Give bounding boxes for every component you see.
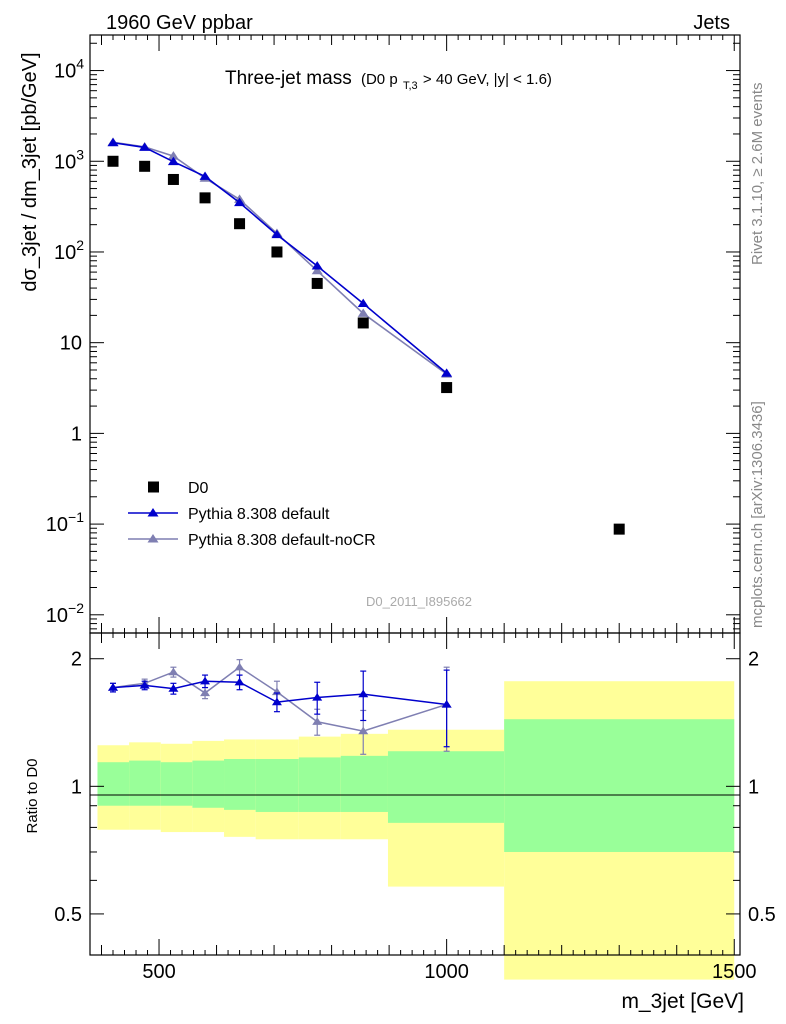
ratio-point-default (139, 680, 150, 689)
y-tick-label: 1 (71, 423, 82, 445)
ratio-point-nocr (168, 667, 179, 676)
series-point-default (199, 171, 211, 180)
header-energy-label: 1960 GeV ppbar (106, 12, 253, 34)
ratio-band-inner (255, 759, 299, 812)
ratio-tick-label-left: 2 (71, 649, 82, 671)
series-point-default (167, 156, 179, 166)
ratio-band-inner (298, 757, 341, 812)
series-point-data (234, 218, 246, 230)
ratio-band-inner (340, 755, 388, 812)
ratio-y-axis: 0.5 0.5 1 1 2 2 (54, 649, 776, 926)
plot-title-subscript: T,3 (403, 80, 418, 92)
header-category-label: Jets (693, 12, 730, 34)
ratio-bands (97, 681, 735, 980)
series-point-data (271, 246, 283, 258)
ratio-tick-label-left: 0.5 (54, 904, 82, 926)
x-axis-label: m_3jet [GeV] (621, 990, 744, 1013)
y-axis-label-ratio: Ratio to D0 (24, 758, 41, 833)
legend-label-default: Pythia 8.308 default (188, 506, 330, 523)
series-point-default (357, 298, 369, 308)
legend: D0 Pythia 8.308 default Pythia 8.308 defau… (128, 480, 376, 549)
ratio-tick-label-right: 2 (748, 649, 759, 671)
series-line-nocr (112, 141, 448, 375)
series-point-default (107, 137, 119, 147)
ratio-point-default (271, 697, 282, 706)
plot-title-cut-rest: > 40 GeV, |y| < 1.6) (423, 71, 552, 88)
series-point-data (311, 277, 323, 289)
ratio-tick-label-right: 0.5 (748, 904, 776, 926)
series-point-data (441, 382, 453, 394)
series-point-default (271, 229, 283, 239)
ratio-point-nocr (200, 688, 211, 697)
ratio-band-inner (160, 762, 193, 806)
ratio-point-nocr (234, 662, 245, 671)
ratio-band-inner (504, 719, 735, 852)
legend-label-nocr: Pythia 8.308 default-noCR (188, 532, 376, 549)
ratio-point-default (108, 683, 119, 691)
series-point-data (613, 523, 625, 535)
x-tick-label: 500 (142, 961, 175, 983)
mcplots-credit-label: mcplots.cern.ch [arXiv:1306.3436] (749, 401, 766, 628)
legend-marker-default (147, 508, 159, 517)
legend-label-data: D0 (188, 480, 209, 497)
ratio-point-nocr (358, 726, 369, 735)
plot-title-main: Three-jet mass (225, 68, 352, 89)
ratio-point-nocr (312, 717, 323, 725)
x-tick-label: 1000 (424, 961, 469, 983)
series-point-nocr (357, 308, 369, 317)
y-tick-label: 10−2 (46, 600, 84, 627)
ratio-point-default (358, 689, 369, 698)
series-point-default (234, 197, 246, 207)
series-point-data (167, 173, 179, 185)
ratio-point-default (441, 699, 452, 708)
plot-title: Three-jet mass (D0 p T,3 > 40 GeV, |y| <… (225, 68, 552, 94)
y-tick-label: 10−1 (46, 509, 84, 536)
ratio-tick-label-right: 1 (748, 776, 759, 798)
ratio-series-layer (108, 659, 452, 755)
x-tick-label: 1500 (712, 961, 757, 983)
ratio-point-default (312, 693, 323, 701)
series-point-default (441, 368, 453, 377)
series-point-nocr (167, 151, 179, 160)
y-axis-label-top: dσ_3jet / dm_3jet [pb/GeV] (19, 52, 41, 291)
legend-marker-nocr (147, 534, 159, 543)
y-tick-label: 104 (54, 56, 84, 83)
series-point-data (107, 155, 119, 167)
y-tick-label: 103 (54, 146, 84, 173)
ratio-band-inner (129, 760, 161, 806)
ratio-band-inner (192, 760, 225, 808)
ratio-tick-label-left: 1 (71, 776, 82, 798)
ratio-band-inner (387, 751, 505, 823)
series-point-default (139, 142, 151, 151)
ratio-band-inner (97, 762, 130, 806)
series-point-data (357, 317, 369, 329)
ratio-panel-frame (89, 632, 741, 956)
plot-title-cut: (D0 p (361, 71, 398, 88)
series-point-default (311, 261, 323, 270)
x-axis: 500 1000 1500 (101, 35, 757, 983)
ratio-line-nocr (112, 666, 447, 732)
top-series-layer (107, 137, 625, 535)
ratio-band-inner (224, 759, 256, 810)
ratio-point-default (200, 676, 211, 685)
series-point-data (139, 160, 151, 172)
analysis-watermark: D0_2011_I895662 (366, 594, 472, 609)
ratio-point-default (234, 677, 245, 686)
series-point-nocr (311, 265, 323, 275)
ratio-point-default (168, 684, 179, 692)
y-tick-label: 102 (54, 237, 84, 264)
series-point-data (199, 192, 211, 204)
rivet-version-label: Rivet 3.1.10, ≥ 2.6M events (749, 83, 766, 266)
legend-marker-data (148, 481, 159, 493)
y-tick-label: 10 (60, 333, 82, 355)
